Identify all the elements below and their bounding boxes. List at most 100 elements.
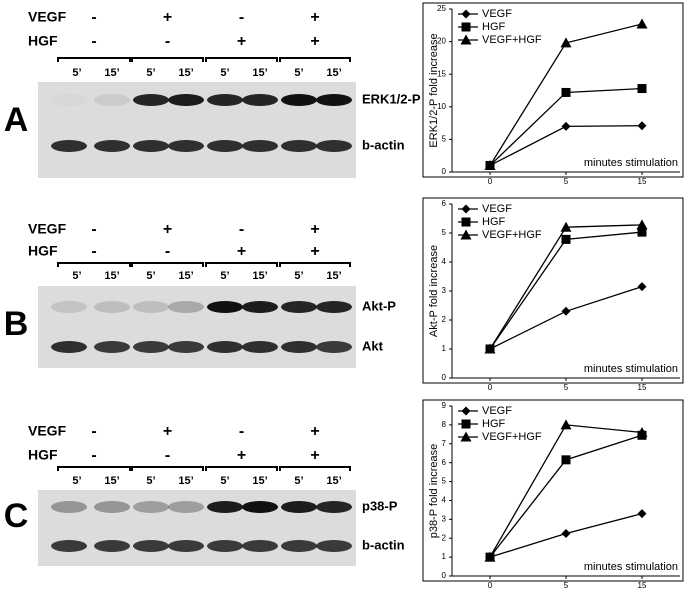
- blot-band: [316, 341, 352, 353]
- lane-bracket: [131, 262, 204, 267]
- time-label: 15’: [326, 270, 341, 282]
- marker: [637, 121, 647, 131]
- x-axis-label: minutes stimulation: [584, 157, 678, 169]
- time-label: 15’: [104, 67, 119, 79]
- time-label: 5’: [220, 475, 229, 487]
- time-label: 15’: [252, 270, 267, 282]
- marker: [561, 455, 571, 465]
- x-tick-label: 5: [564, 581, 569, 590]
- lane-bracket: [131, 57, 204, 62]
- time-label: 5’: [294, 270, 303, 282]
- x-tick-label: 15: [638, 177, 647, 186]
- time-label: 5’: [294, 475, 303, 487]
- blot-image: [38, 490, 356, 566]
- y-tick-label: 5: [442, 135, 447, 144]
- y-tick-label: 4: [442, 257, 447, 266]
- blot-band: [133, 94, 169, 106]
- blot-band: [51, 94, 87, 106]
- y-tick-label: 2: [442, 315, 447, 324]
- blot-band: [133, 341, 169, 353]
- marker: [636, 219, 648, 230]
- series-line: [489, 231, 643, 350]
- blot-band: [51, 501, 87, 513]
- marker: [561, 234, 571, 244]
- x-axis-label: minutes stimulation: [584, 561, 678, 573]
- band-label: Akt-P: [362, 298, 396, 313]
- time-label: 5’: [72, 270, 81, 282]
- time-label: 5’: [220, 67, 229, 79]
- legend-marker: [461, 22, 471, 32]
- lane-bracket: [279, 262, 351, 267]
- marker: [561, 529, 571, 538]
- blot-band: [242, 94, 278, 106]
- marker: [637, 509, 647, 519]
- x-tick-label: 0: [488, 177, 493, 186]
- lane-bracket: [57, 262, 131, 267]
- time-label: 5’: [72, 67, 81, 79]
- treatment-sign: -: [239, 423, 244, 440]
- lane-bracket: [57, 57, 131, 62]
- blot-band: [94, 140, 130, 152]
- y-tick-label: 8: [442, 420, 447, 429]
- x-axis-label: minutes stimulation: [584, 363, 678, 375]
- panel-letter: B: [4, 305, 29, 343]
- treatment-sign: +: [310, 243, 319, 260]
- y-tick-label: 7: [442, 439, 447, 448]
- blot-band: [281, 501, 317, 513]
- y-tick-label: 15: [437, 69, 446, 78]
- band-label: ERK1/2-P: [362, 91, 421, 106]
- legend-marker: [460, 34, 472, 45]
- y-tick-label: 6: [442, 458, 447, 467]
- y-tick-label: 0: [442, 571, 447, 580]
- blot-band: [316, 540, 352, 552]
- treatment-sign: +: [163, 221, 172, 238]
- y-tick-label: 6: [442, 199, 447, 208]
- legend-label: HGF: [482, 21, 506, 33]
- marker: [561, 121, 571, 131]
- blot-band: [94, 301, 130, 313]
- band-label: Akt: [362, 338, 384, 353]
- y-tick-label: 2: [442, 533, 447, 542]
- time-label: 15’: [178, 67, 193, 79]
- blot-band: [242, 140, 278, 152]
- treatment-sign: +: [310, 447, 319, 464]
- x-tick-label: 0: [488, 581, 493, 590]
- chart-frame: [422, 399, 684, 582]
- treatment-sign: +: [310, 9, 319, 26]
- lane-bracket: [279, 466, 351, 471]
- time-label: 15’: [104, 475, 119, 487]
- treatment-sign: -: [91, 9, 96, 26]
- blot-band: [51, 540, 87, 552]
- marker: [636, 426, 648, 437]
- legend-label: VEGF: [482, 203, 512, 215]
- lane-bracket: [205, 262, 278, 267]
- blot-band: [207, 540, 243, 552]
- treatment-sign: +: [237, 447, 246, 464]
- blot-band: [168, 94, 204, 106]
- blot-band: [51, 140, 87, 152]
- y-tick-label: 3: [442, 514, 447, 523]
- y-tick-label: 25: [437, 4, 446, 13]
- marker: [637, 282, 647, 292]
- blot-image: [38, 286, 356, 368]
- y-tick-label: 3: [442, 286, 447, 295]
- blot-band: [51, 301, 87, 313]
- blot-band: [133, 540, 169, 552]
- blot-band: [281, 140, 317, 152]
- blot-band: [281, 540, 317, 552]
- blot-band: [168, 501, 204, 513]
- blot-band: [281, 341, 317, 353]
- time-label: 15’: [104, 270, 119, 282]
- treatment-sign: +: [310, 221, 319, 238]
- treatment-sign: -: [91, 447, 96, 464]
- y-tick-label: 1: [442, 552, 447, 561]
- time-label: 5’: [72, 475, 81, 487]
- y-tick-label: 5: [442, 228, 447, 237]
- panel-letter: A: [4, 101, 29, 139]
- time-label: 15’: [252, 67, 267, 79]
- lane-bracket: [279, 57, 351, 62]
- time-label: 15’: [252, 475, 267, 487]
- blot-band: [316, 501, 352, 513]
- time-label: 5’: [294, 67, 303, 79]
